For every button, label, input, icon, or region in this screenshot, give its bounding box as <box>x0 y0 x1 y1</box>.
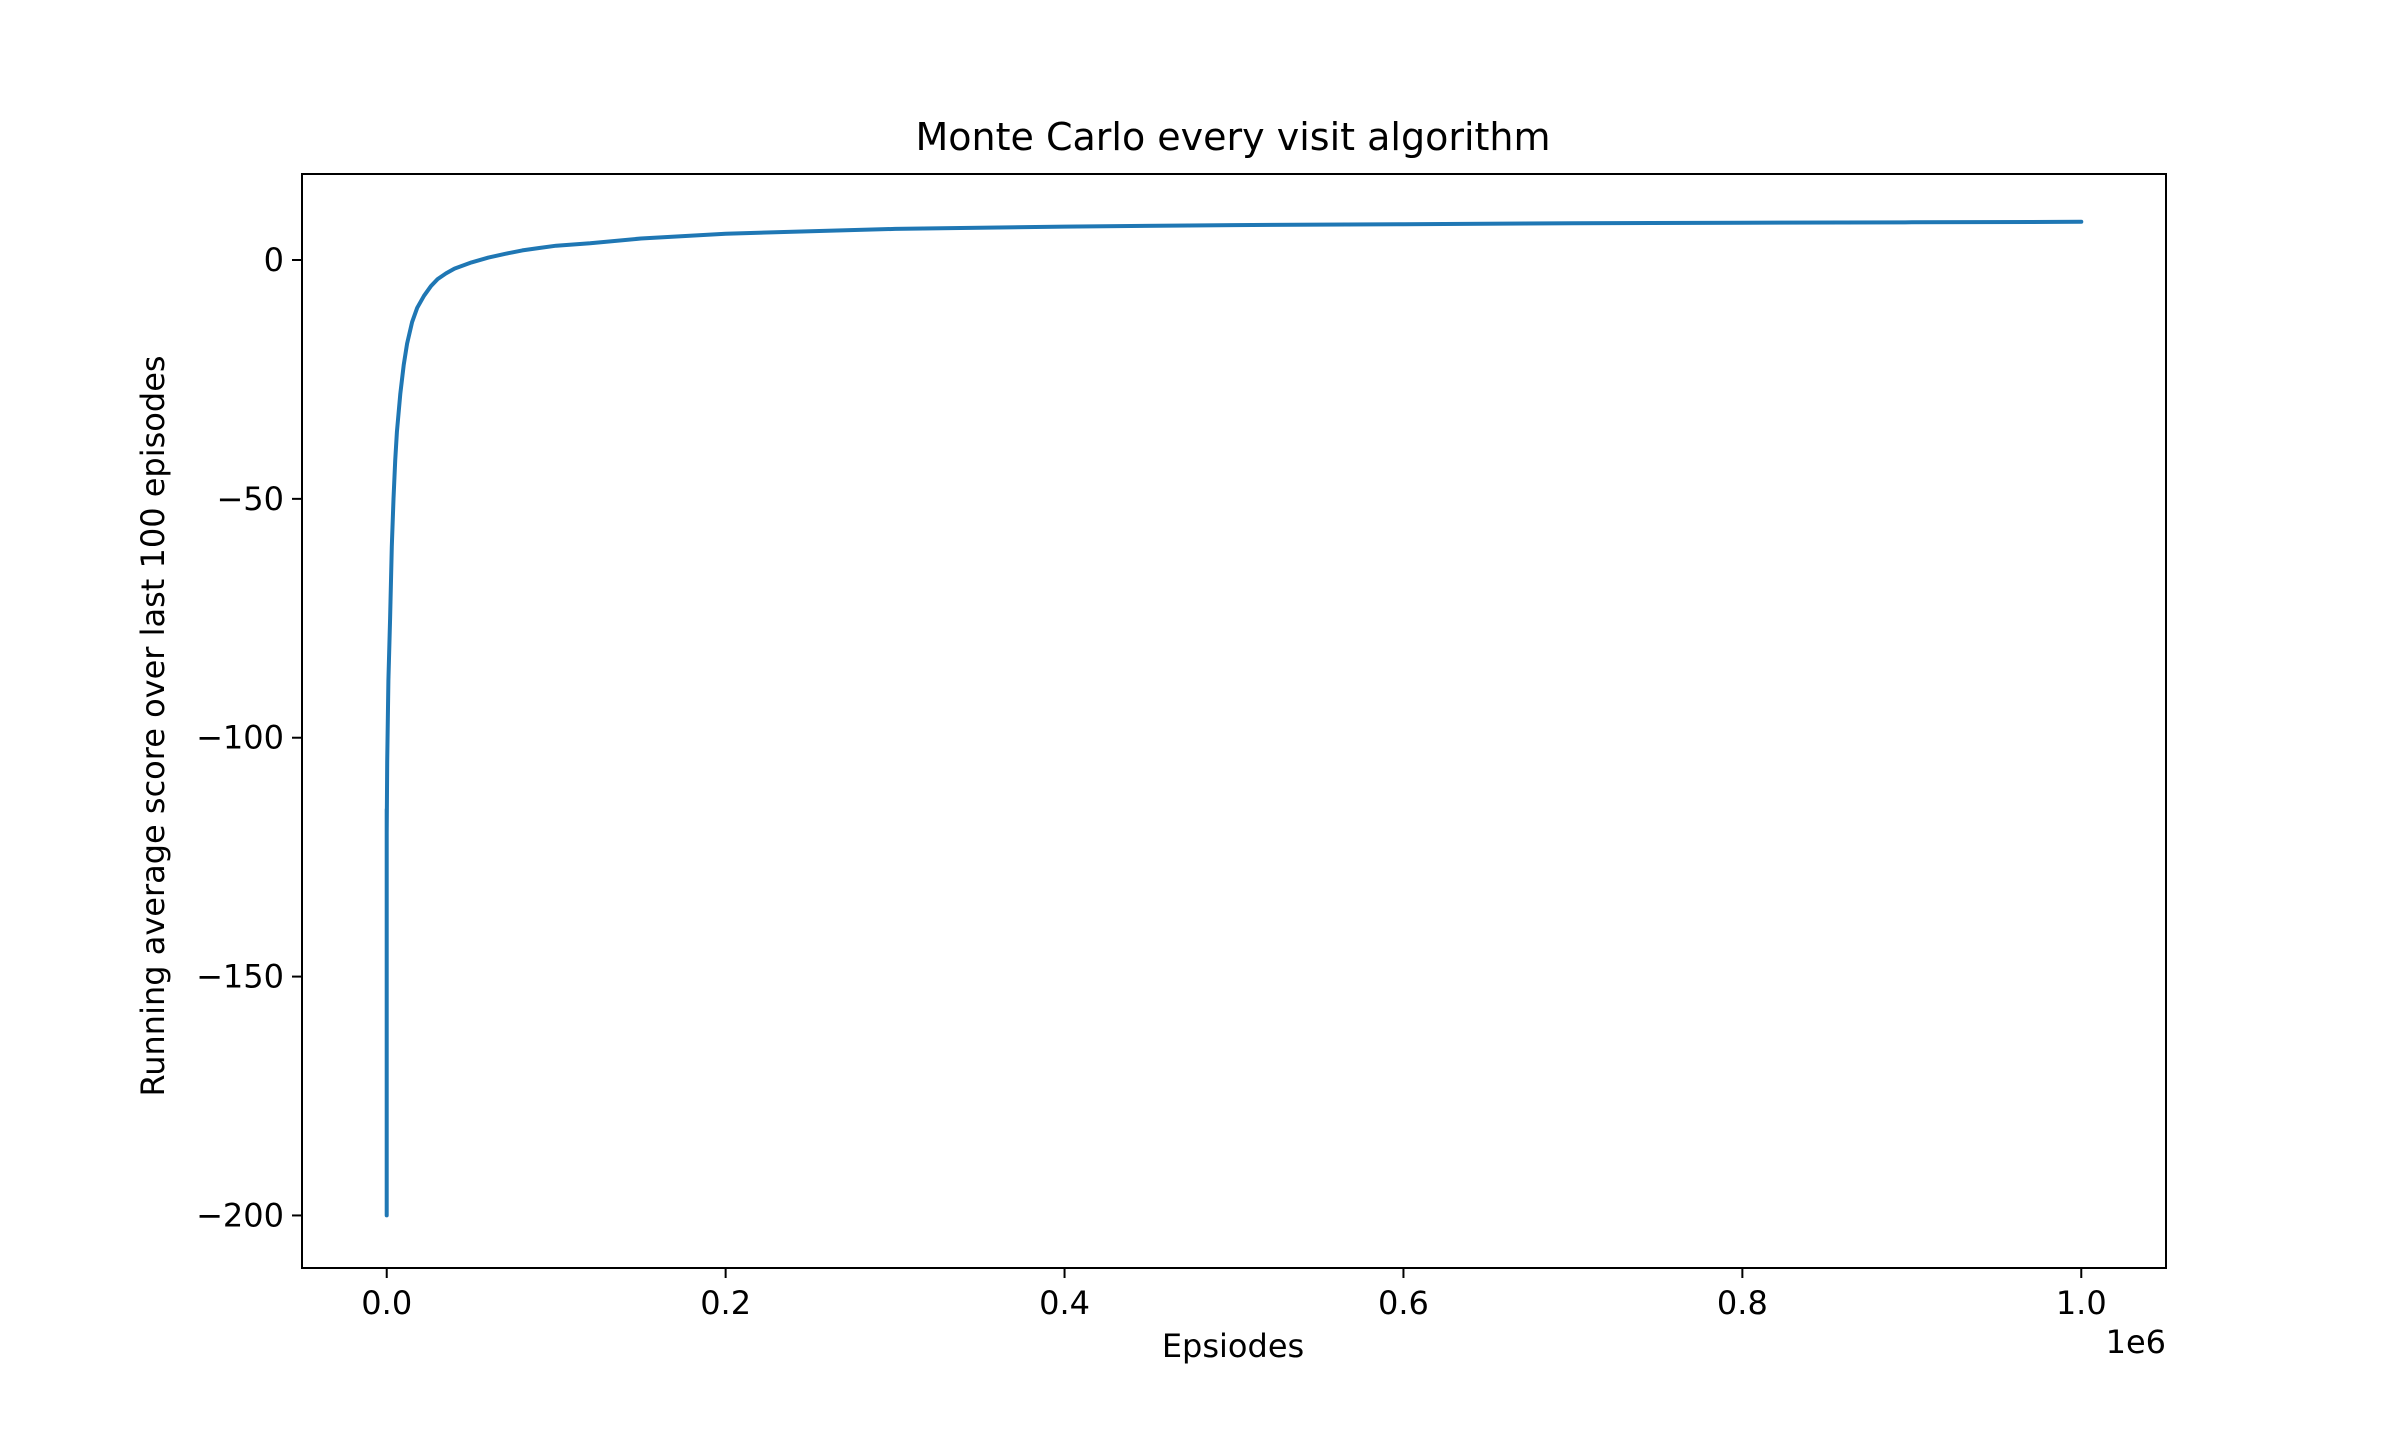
x-tick-label: 0.8 <box>1717 1284 1768 1322</box>
x-axis-offset-text: 1e6 <box>2106 1323 2166 1361</box>
y-tick-label: −50 <box>216 480 284 518</box>
chart-title: Monte Carlo every visit algorithm <box>915 115 1550 159</box>
x-axis: 0.0 0.2 0.4 0.6 0.8 1.0 <box>361 1268 2107 1322</box>
axes-frame <box>301 173 2167 1269</box>
series-line-0 <box>384 219 2084 1218</box>
x-tick-label: 0.0 <box>361 1284 412 1322</box>
x-tick-label: 0.4 <box>1039 1284 1090 1322</box>
y-axis: 0 −50 −100 −150 −200 <box>196 241 302 1234</box>
x-axis-label: Epsiodes <box>1162 1327 1304 1365</box>
x-tick-label: 1.0 <box>2056 1284 2107 1322</box>
y-tick-label: −150 <box>196 958 284 996</box>
x-tick-label: 0.6 <box>1378 1284 1429 1322</box>
y-axis-label: Running average score over last 100 epis… <box>134 355 172 1096</box>
x-tick-label: 0.2 <box>700 1284 751 1322</box>
y-tick-label: 0 <box>264 241 284 279</box>
plot-layer <box>384 219 2084 1218</box>
y-tick-label: −200 <box>196 1196 284 1234</box>
y-tick-label: −100 <box>196 719 284 757</box>
